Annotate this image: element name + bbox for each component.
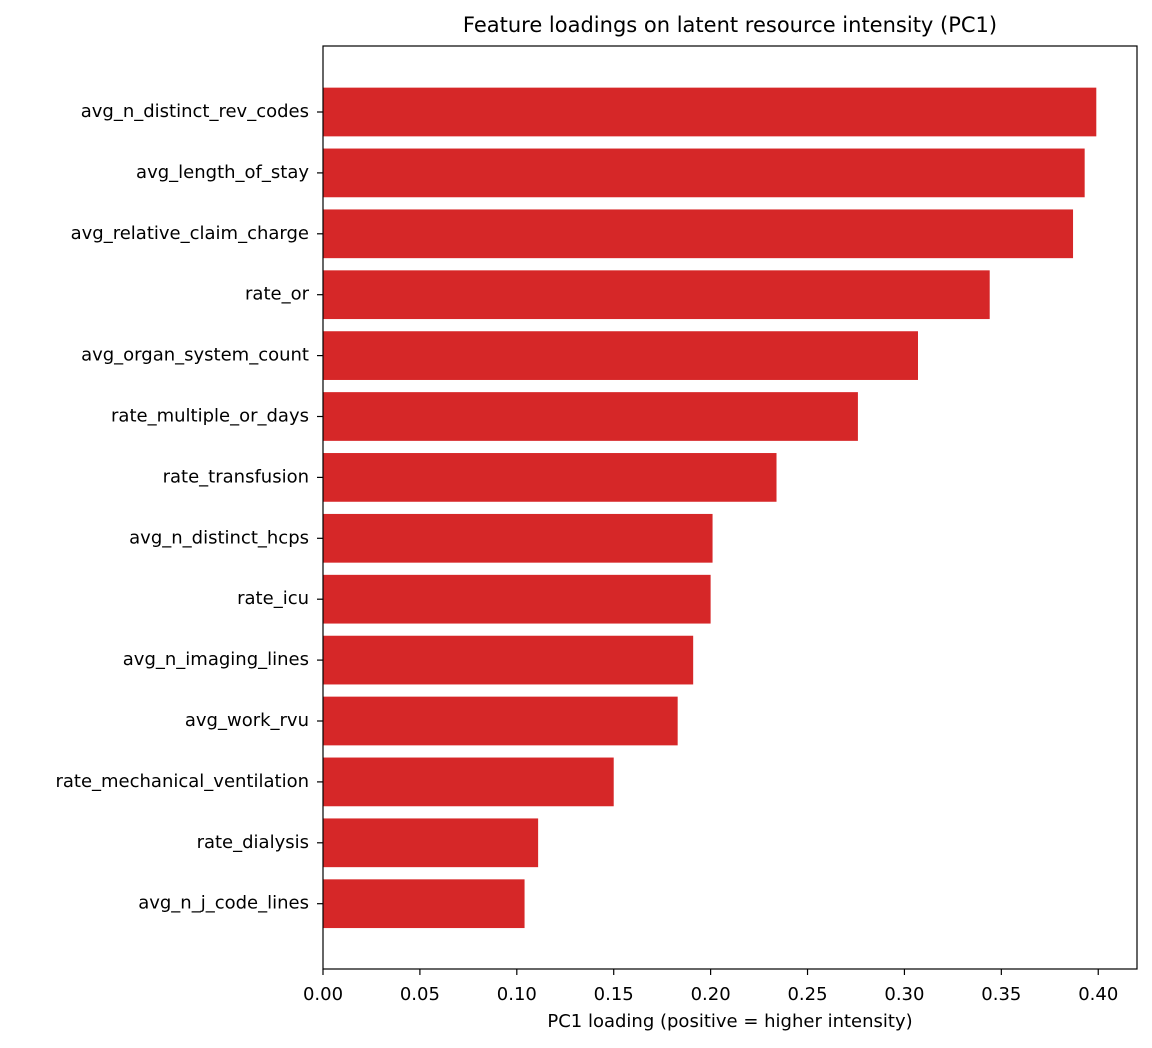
x-tick-label: 0.35 [981,984,1021,1005]
bar [323,209,1074,259]
x-tick-label: 0.25 [787,984,827,1005]
bar [323,879,525,929]
plot-frame [322,45,1138,970]
x-tick-label: 0.30 [884,984,924,1005]
y-tick-label: avg_n_distinct_rev_codes [81,101,309,122]
bar [323,574,711,624]
bar [323,818,539,868]
x-axis-label: PC1 loading (positive = higher intensity… [547,1011,912,1032]
y-tick-label: avg_organ_system_count [81,345,309,366]
y-tick-label: rate_dialysis [197,832,309,853]
chart-title: Feature loadings on latent resource inte… [463,13,997,37]
y-tick-label: avg_n_imaging_lines [123,649,309,670]
y-tick-label: rate_mechanical_ventilation [55,771,309,792]
bar [323,513,713,563]
bar [323,270,990,320]
bar [323,635,694,685]
y-tick-label: rate_or [245,284,310,305]
y-tick-label: rate_multiple_or_days [111,406,309,427]
y-tick-label: avg_n_j_code_lines [138,893,309,914]
x-tick-label: 0.40 [1078,984,1118,1005]
bar [323,453,777,502]
bar [323,757,614,807]
y-tick-label: avg_relative_claim_charge [71,223,309,244]
bar [323,148,1085,198]
x-tick-label: 0.05 [400,984,440,1005]
y-tick-label: avg_work_rvu [185,710,309,731]
bar [323,392,858,441]
x-tick-label: 0.10 [497,984,537,1005]
bar [323,696,678,746]
y-tick-label: rate_transfusion [163,466,309,487]
y-tick-label: avg_n_distinct_hcps [129,527,309,548]
x-tick-label: 0.20 [691,984,731,1005]
bar [323,87,1097,137]
x-tick-label: 0.00 [303,984,343,1005]
bar [323,331,918,380]
x-tick-label: 0.15 [594,984,634,1005]
y-tick-label: avg_length_of_stay [136,162,309,183]
y-tick-label: rate_icu [237,588,309,609]
